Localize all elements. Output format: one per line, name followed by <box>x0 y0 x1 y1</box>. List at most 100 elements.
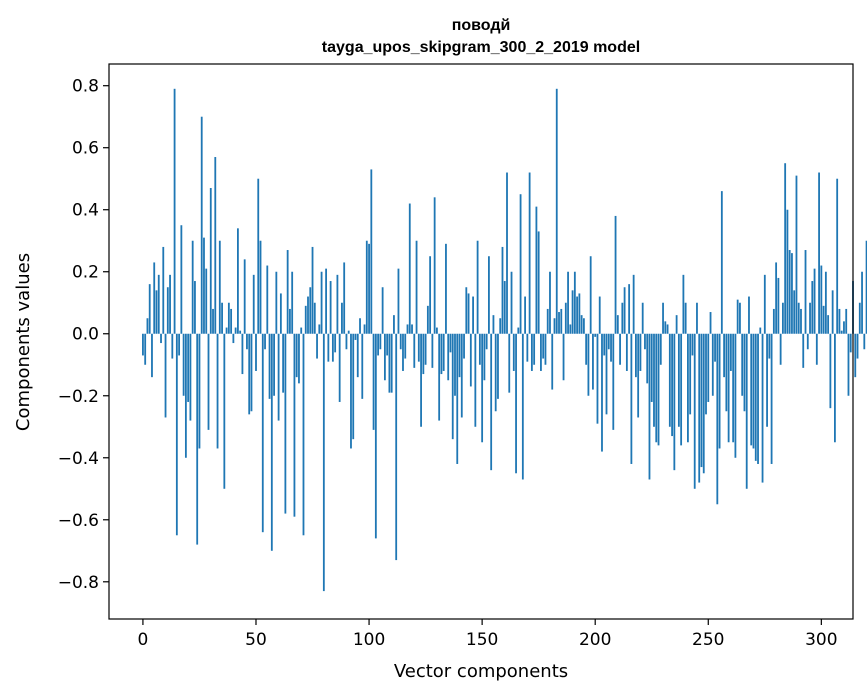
bar <box>451 333 454 440</box>
bar <box>625 333 628 371</box>
bar <box>761 333 764 483</box>
bar <box>447 333 450 381</box>
bar <box>289 308 291 334</box>
bar <box>562 333 565 381</box>
bar <box>512 333 515 371</box>
bar <box>648 333 651 480</box>
bar <box>691 333 694 356</box>
bar <box>772 308 775 334</box>
bar <box>282 333 285 393</box>
x-axis: 0 50 100 150 200 250 300 <box>138 619 838 650</box>
bar <box>646 333 649 384</box>
bar <box>399 333 402 350</box>
bar <box>209 188 212 334</box>
bar <box>481 333 484 443</box>
bar <box>273 333 275 396</box>
bar <box>711 333 714 396</box>
bar <box>569 324 572 334</box>
y-tick-label: −0.4 <box>58 449 99 469</box>
bar <box>621 302 624 334</box>
bar <box>689 333 692 415</box>
bar <box>781 302 784 334</box>
bar <box>264 333 266 350</box>
bar <box>404 333 407 359</box>
bar <box>483 333 486 381</box>
bar <box>415 240 418 334</box>
bar <box>182 333 185 396</box>
bar <box>720 191 723 334</box>
bar <box>718 333 721 449</box>
bar <box>526 333 529 362</box>
bar <box>180 225 183 334</box>
bar <box>831 290 834 334</box>
bar <box>515 333 517 474</box>
bar <box>426 305 429 334</box>
bar <box>248 333 251 415</box>
bar <box>151 333 153 378</box>
bar <box>768 333 771 359</box>
bar <box>214 157 217 334</box>
bar <box>616 315 619 334</box>
bar <box>644 333 646 350</box>
bar <box>465 287 468 334</box>
bar <box>270 333 273 551</box>
bar <box>268 333 271 399</box>
bar <box>716 333 719 505</box>
bar <box>309 287 312 334</box>
bar <box>657 333 660 446</box>
bar <box>614 215 617 334</box>
bar <box>286 250 289 334</box>
bar-series <box>142 88 867 592</box>
bar <box>442 333 445 371</box>
bar <box>752 333 755 449</box>
bar <box>241 333 244 375</box>
bar <box>239 330 242 334</box>
bar <box>741 333 744 396</box>
bar <box>246 333 248 350</box>
bar <box>311 246 314 334</box>
bar <box>424 333 427 365</box>
bar <box>370 169 373 334</box>
bar <box>320 271 323 334</box>
bar <box>257 178 260 334</box>
y-axis: −0.8 −0.6 −0.4 −0.2 0.0 0.2 0.4 0.6 0.8 <box>58 77 109 593</box>
bar <box>223 333 226 489</box>
bar <box>750 333 753 446</box>
bar <box>490 333 493 471</box>
bar <box>300 327 303 334</box>
bar <box>607 333 610 350</box>
bar <box>824 271 827 334</box>
bar <box>433 197 436 334</box>
bar <box>365 240 368 334</box>
bar <box>216 333 219 449</box>
bar <box>474 333 477 427</box>
bar <box>610 333 612 362</box>
bar <box>347 330 350 334</box>
bar <box>535 206 538 334</box>
bar <box>469 333 472 387</box>
bar <box>677 333 680 427</box>
bar <box>343 262 346 334</box>
bar <box>302 333 305 536</box>
bar <box>528 172 531 334</box>
bar <box>454 333 456 396</box>
bar <box>818 172 820 334</box>
bar <box>467 293 470 334</box>
bar <box>173 88 176 334</box>
bar <box>227 302 230 334</box>
bar <box>587 333 590 396</box>
bar <box>279 293 282 334</box>
bar <box>766 333 768 427</box>
bar <box>377 333 380 356</box>
bar <box>497 333 499 399</box>
bar <box>388 333 391 393</box>
bar <box>291 271 294 334</box>
plot-frame <box>108 63 854 620</box>
bar <box>763 274 766 334</box>
bar <box>806 333 809 350</box>
bar <box>198 333 201 449</box>
bar <box>829 333 832 409</box>
bar <box>555 88 558 334</box>
bar <box>612 333 615 430</box>
